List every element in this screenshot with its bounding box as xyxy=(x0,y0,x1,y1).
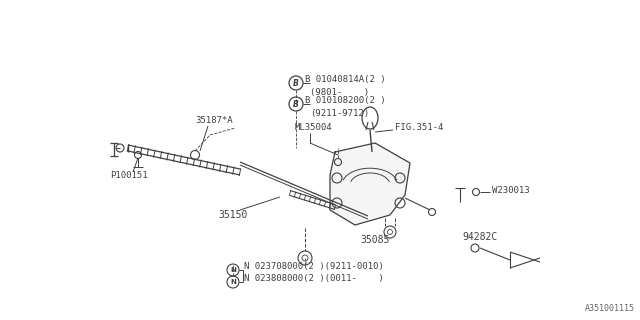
Text: N 023708000(2 )(9211-0010): N 023708000(2 )(9211-0010) xyxy=(244,262,384,271)
Polygon shape xyxy=(330,143,410,225)
Text: N: N xyxy=(230,267,236,273)
Text: B 010108200(2 ): B 010108200(2 ) xyxy=(305,95,386,105)
Text: B 01040814A(2 ): B 01040814A(2 ) xyxy=(305,75,386,84)
Text: 35085: 35085 xyxy=(360,235,389,245)
Text: 35150: 35150 xyxy=(218,210,248,220)
Text: 94282C: 94282C xyxy=(462,232,497,242)
Text: A351001115: A351001115 xyxy=(585,304,635,313)
Text: P100151: P100151 xyxy=(110,171,148,180)
Text: W230013: W230013 xyxy=(492,186,530,195)
Text: ML35004: ML35004 xyxy=(295,123,333,132)
Text: B: B xyxy=(293,78,299,87)
Text: N: N xyxy=(230,279,236,285)
Text: (9801-    ): (9801- ) xyxy=(310,87,369,97)
Text: 35187*A: 35187*A xyxy=(195,116,232,124)
Text: FIG.351-4: FIG.351-4 xyxy=(395,123,444,132)
Text: (9211-9712): (9211-9712) xyxy=(310,108,369,117)
Text: N 023808000(2 )(0011-    ): N 023808000(2 )(0011- ) xyxy=(244,275,384,284)
Text: B: B xyxy=(293,100,299,108)
